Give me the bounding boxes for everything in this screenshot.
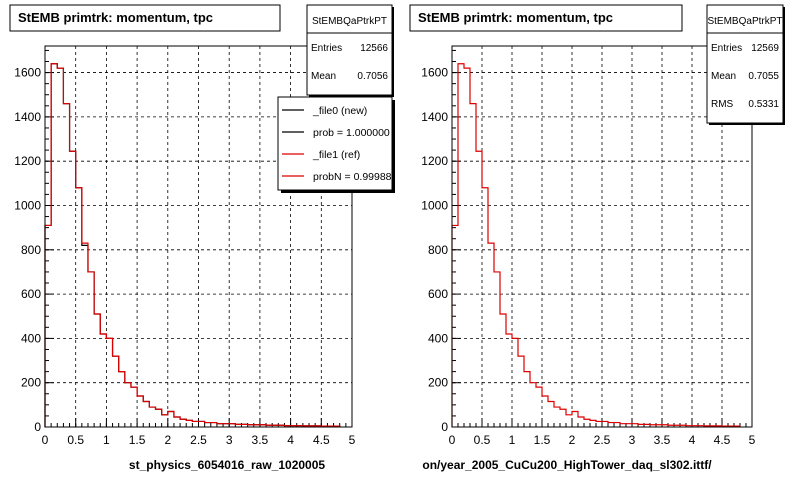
x-tick-label: 2 bbox=[164, 433, 171, 447]
chart-title: StEMB primtrk: momentum, tpc bbox=[418, 10, 613, 25]
stats-value-rms: 0.5331 bbox=[748, 99, 779, 110]
stats-label-entries: Entries bbox=[711, 43, 742, 54]
x-tick-label: 1.5 bbox=[129, 433, 146, 447]
stats-label-rms: RMS bbox=[711, 99, 734, 110]
x-tick-label: 5 bbox=[749, 433, 756, 447]
y-tick-label: 0 bbox=[441, 420, 448, 434]
x-tick-label: 3 bbox=[629, 433, 636, 447]
y-tick-label: 600 bbox=[428, 287, 448, 301]
plot-frame bbox=[44, 45, 353, 428]
y-tick-label: 200 bbox=[428, 376, 448, 390]
x-tick-label: 3.5 bbox=[654, 433, 671, 447]
x-tick-label: 1 bbox=[509, 433, 516, 447]
legend-label-1: _file0 (new) bbox=[312, 105, 367, 117]
stats-name: StEMBQaPtrkPT bbox=[707, 16, 782, 27]
y-tick-label: 1200 bbox=[421, 154, 448, 168]
x-tick-label: 3 bbox=[226, 433, 233, 447]
stats-box bbox=[306, 4, 393, 96]
legend-label-2: prob = 1.000000 bbox=[313, 127, 390, 139]
stats-label-mean: Mean bbox=[711, 71, 736, 82]
x-tick-label: 0 bbox=[42, 433, 49, 447]
x-tick-label: 5 bbox=[349, 433, 356, 447]
y-tick-label: 800 bbox=[21, 243, 41, 257]
x-tick-label: 4.5 bbox=[313, 433, 330, 447]
y-tick-label: 1400 bbox=[421, 110, 448, 124]
x-tick-label: 0.5 bbox=[67, 433, 84, 447]
legend-box bbox=[277, 96, 393, 191]
legend-label-3: _file1 (ref) bbox=[312, 149, 360, 161]
y-tick-label: 0 bbox=[34, 420, 41, 434]
x-axis-label: st_physics_6054016_raw_1020005 bbox=[129, 458, 325, 472]
histogram-series-1 bbox=[451, 63, 741, 427]
y-tick-label: 400 bbox=[21, 331, 41, 345]
x-axis-label: on/year_2005_CuCu200_HighTower_daq_sl302… bbox=[422, 458, 712, 472]
x-tick-label: 1 bbox=[103, 433, 110, 447]
x-tick-label: 4 bbox=[287, 433, 294, 447]
histogram-panel-1: 0 0.5 1 1.5 2 2.5 3 3.5 4 4.5 5 0 200 400 600 800 1000 12… bbox=[9, 4, 395, 472]
x-tick-label: 4 bbox=[689, 433, 696, 447]
stats-label-entries: Entries bbox=[311, 43, 342, 54]
stats-value-mean: 0.7056 bbox=[357, 71, 388, 82]
y-tick-label: 1200 bbox=[14, 154, 41, 168]
x-tick-label: 0 bbox=[449, 433, 456, 447]
stats-name: StEMBQaPtrkPT bbox=[312, 16, 387, 27]
title-box bbox=[9, 4, 281, 32]
y-tick-label: 400 bbox=[428, 331, 448, 345]
stats-value-entries: 12569 bbox=[751, 43, 779, 54]
y-tick-label: 600 bbox=[21, 287, 41, 301]
x-tick-label: 0.5 bbox=[474, 433, 491, 447]
histogram-series-2 bbox=[44, 63, 341, 427]
legend-label-4: probN = 0.99988 bbox=[313, 171, 392, 183]
stats-value-mean: 0.7055 bbox=[748, 71, 779, 82]
stats-value-entries: 12566 bbox=[360, 43, 388, 54]
x-tick-label: 2.5 bbox=[190, 433, 207, 447]
stats-box bbox=[706, 4, 784, 124]
plot-frame bbox=[451, 45, 753, 428]
x-tick-label: 1.5 bbox=[534, 433, 551, 447]
x-tick-label: 4.5 bbox=[714, 433, 731, 447]
x-tick-label: 2 bbox=[569, 433, 576, 447]
y-tick-label: 1000 bbox=[14, 198, 41, 212]
y-tick-label: 1000 bbox=[421, 198, 448, 212]
y-tick-label: 200 bbox=[21, 376, 41, 390]
chart-title: StEMB primtrk: momentum, tpc bbox=[18, 10, 213, 25]
x-tick-label: 3.5 bbox=[252, 433, 269, 447]
title-box bbox=[409, 4, 683, 32]
histogram-panel-2: 0 0.5 1 1.5 2 2.5 3 3.5 4 4.5 5 0 200 400 600 800 1000 12… bbox=[409, 4, 785, 472]
x-tick-label: 2.5 bbox=[594, 433, 611, 447]
legend: _file0 (new) prob = 1.000000 _file1 (ref) p… bbox=[282, 105, 392, 183]
y-tick-label: 1600 bbox=[14, 66, 41, 80]
y-tick-label: 1400 bbox=[14, 110, 41, 124]
stats-label-mean: Mean bbox=[311, 71, 336, 82]
y-tick-label: 1600 bbox=[421, 66, 448, 80]
y-tick-label: 800 bbox=[428, 243, 448, 257]
